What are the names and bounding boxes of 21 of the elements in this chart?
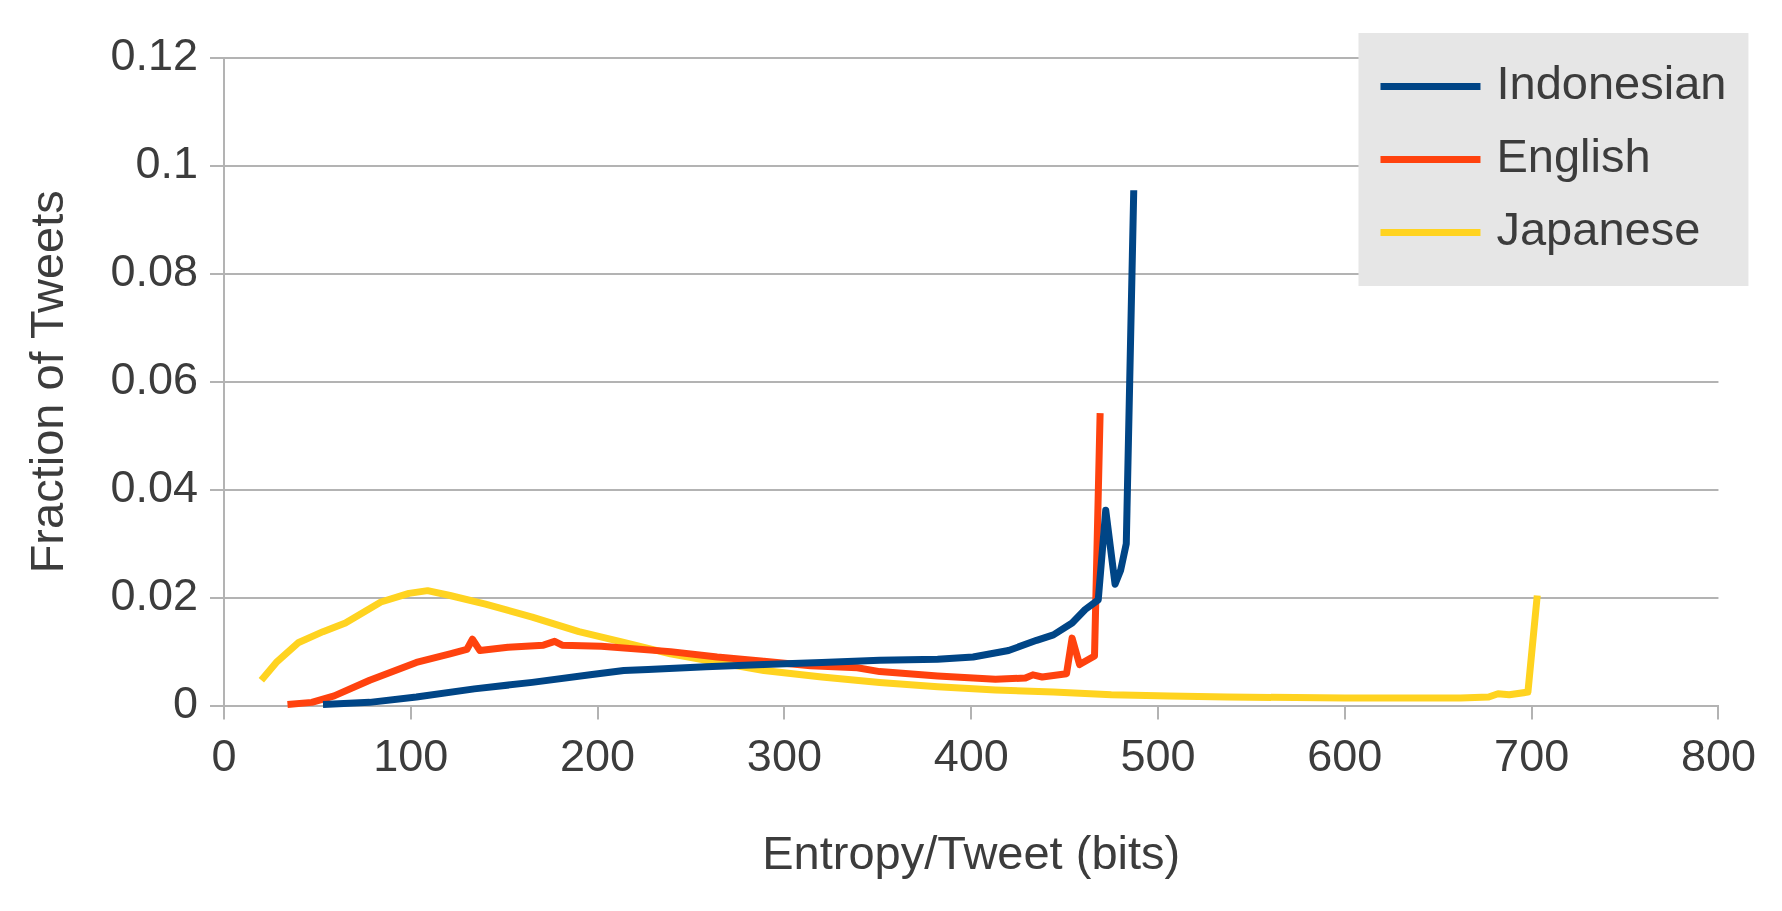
y-tick-label: 0.02	[110, 569, 198, 621]
x-tick-label: 200	[560, 730, 636, 782]
x-tick-label: 500	[1120, 730, 1196, 782]
x-axis-title: Entropy/Tweet (bits)	[762, 825, 1181, 879]
y-axis-title: Fraction of Tweets	[20, 190, 74, 574]
y-tick-label: 0	[172, 677, 198, 729]
y-tick-label: 0.08	[110, 245, 198, 297]
x-tick-label: 300	[746, 730, 822, 782]
y-tick-label: 0.04	[110, 461, 198, 513]
legend-label: Indonesian	[1496, 56, 1727, 110]
legend-label: Japanese	[1496, 202, 1701, 256]
x-tick-label: 600	[1307, 730, 1383, 782]
x-tick-label: 800	[1680, 730, 1757, 782]
y-tick-label: 0.06	[110, 353, 198, 405]
y-tick-label: 0.12	[110, 29, 198, 81]
x-tick-label: 0	[211, 730, 237, 782]
legend-label: English	[1496, 129, 1651, 183]
x-tick-label: 700	[1494, 730, 1570, 782]
x-tick-label: 400	[933, 730, 1009, 782]
x-tick-label: 100	[373, 730, 449, 782]
y-tick-label: 0.1	[135, 137, 198, 189]
